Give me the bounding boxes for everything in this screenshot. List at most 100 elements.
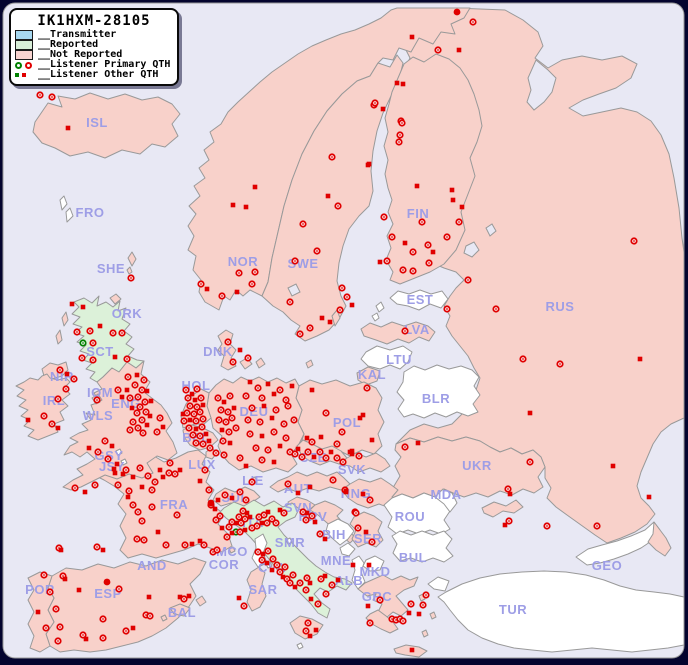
country-bul <box>391 530 454 563</box>
country-label-wls: WLS <box>83 408 113 423</box>
listener-marker <box>261 403 267 409</box>
listener-marker <box>380 213 388 221</box>
listener-marker <box>268 515 276 523</box>
listener-marker <box>76 587 82 593</box>
not-reported-color-swatch <box>15 50 33 60</box>
listener-marker <box>129 405 135 411</box>
listener-marker <box>398 119 406 127</box>
listener-marker <box>424 241 432 249</box>
legend-label: __Listener Primary QTH <box>38 59 171 70</box>
listener-marker <box>111 466 117 472</box>
listener-marker <box>93 543 101 551</box>
listener-marker <box>190 410 198 418</box>
island-faroe-1 <box>59 195 68 211</box>
listener-marker <box>248 280 256 288</box>
listener-marker <box>459 204 465 210</box>
listener-marker <box>399 266 407 274</box>
listener-marker <box>217 406 225 414</box>
listener-marker <box>40 412 48 420</box>
listener-marker <box>244 416 252 424</box>
listener-marker <box>248 404 256 412</box>
listener-marker <box>206 444 214 452</box>
listener-marker <box>219 427 225 433</box>
listener-marker <box>336 306 344 314</box>
listener-marker <box>83 636 89 642</box>
listener-marker <box>80 304 86 310</box>
listener-marker <box>125 494 131 500</box>
listener-marker <box>254 548 262 556</box>
listener-marker <box>409 267 417 275</box>
country-fin <box>383 53 483 285</box>
listener-marker <box>35 609 41 615</box>
country-label-iom: IOM <box>87 385 113 400</box>
listener-marker <box>165 469 173 477</box>
listener-marker <box>221 491 229 499</box>
listener-marker <box>201 466 209 474</box>
listener-marker <box>248 478 256 486</box>
country-label-isl: ISL <box>86 115 108 130</box>
listener-marker <box>200 541 208 549</box>
listener-marker <box>197 394 205 402</box>
country-kal <box>356 366 381 386</box>
listener-marker <box>422 591 430 599</box>
country-label-mda: MDA <box>430 487 461 502</box>
lake-vanern <box>287 283 301 297</box>
listener-marker <box>134 424 142 432</box>
listener-marker <box>409 248 417 256</box>
country-est <box>389 289 449 311</box>
listener-marker <box>322 590 330 598</box>
listener-marker <box>453 8 461 16</box>
country-label-est: EST <box>407 292 434 307</box>
listener-marker <box>434 46 442 54</box>
listener-marker <box>109 329 117 337</box>
listener-marker <box>144 472 152 480</box>
listener-marker <box>399 617 407 625</box>
legend-row-not-reported: __Not Reported <box>15 50 173 60</box>
island-hebrides-1 <box>61 311 69 327</box>
listener-marker <box>204 286 210 292</box>
listener-marker <box>233 520 239 526</box>
listener-marker <box>303 574 311 582</box>
listener-marker <box>252 444 260 452</box>
country-label-ork: ORK <box>112 306 143 321</box>
listener-marker <box>282 396 290 404</box>
listener-marker <box>212 449 220 457</box>
listener-marker <box>196 408 204 416</box>
listener-marker <box>130 625 136 631</box>
listener-marker <box>318 434 324 440</box>
listener-marker <box>430 249 436 255</box>
listener-marker <box>328 581 336 589</box>
listener-marker <box>286 298 294 306</box>
listener-marker <box>193 426 199 432</box>
listener-marker <box>134 508 142 516</box>
country-label-ukr: UKR <box>462 458 492 473</box>
listener-marker <box>343 293 351 301</box>
listener-marker <box>443 233 451 241</box>
country-lva <box>360 321 436 345</box>
country-label-sct: SCT <box>86 344 114 359</box>
listener-marker <box>284 480 292 488</box>
island-ibiza <box>160 614 168 622</box>
listener-marker <box>219 525 225 531</box>
listener-marker <box>556 360 564 368</box>
listener-marker <box>380 106 386 112</box>
listener-marker <box>231 405 237 411</box>
listener-marker <box>186 593 192 599</box>
listener-marker <box>129 418 137 426</box>
listener-marker <box>115 585 123 593</box>
listener-marker <box>272 406 280 414</box>
listener-marker <box>291 257 299 265</box>
listener-marker <box>302 627 310 635</box>
listener-marker <box>543 522 551 530</box>
listener-marker <box>171 470 179 478</box>
country-label-rou: ROU <box>395 509 425 524</box>
country-label-mco: MCO <box>216 544 248 559</box>
listener-marker <box>259 433 265 439</box>
listener-marker <box>306 324 314 332</box>
listener-marker <box>329 476 337 484</box>
listener-marker <box>235 269 243 277</box>
listener-marker <box>290 416 298 424</box>
listener-marker <box>296 330 304 338</box>
country-label-fin: FIN <box>407 206 429 221</box>
listener-marker <box>196 432 204 440</box>
